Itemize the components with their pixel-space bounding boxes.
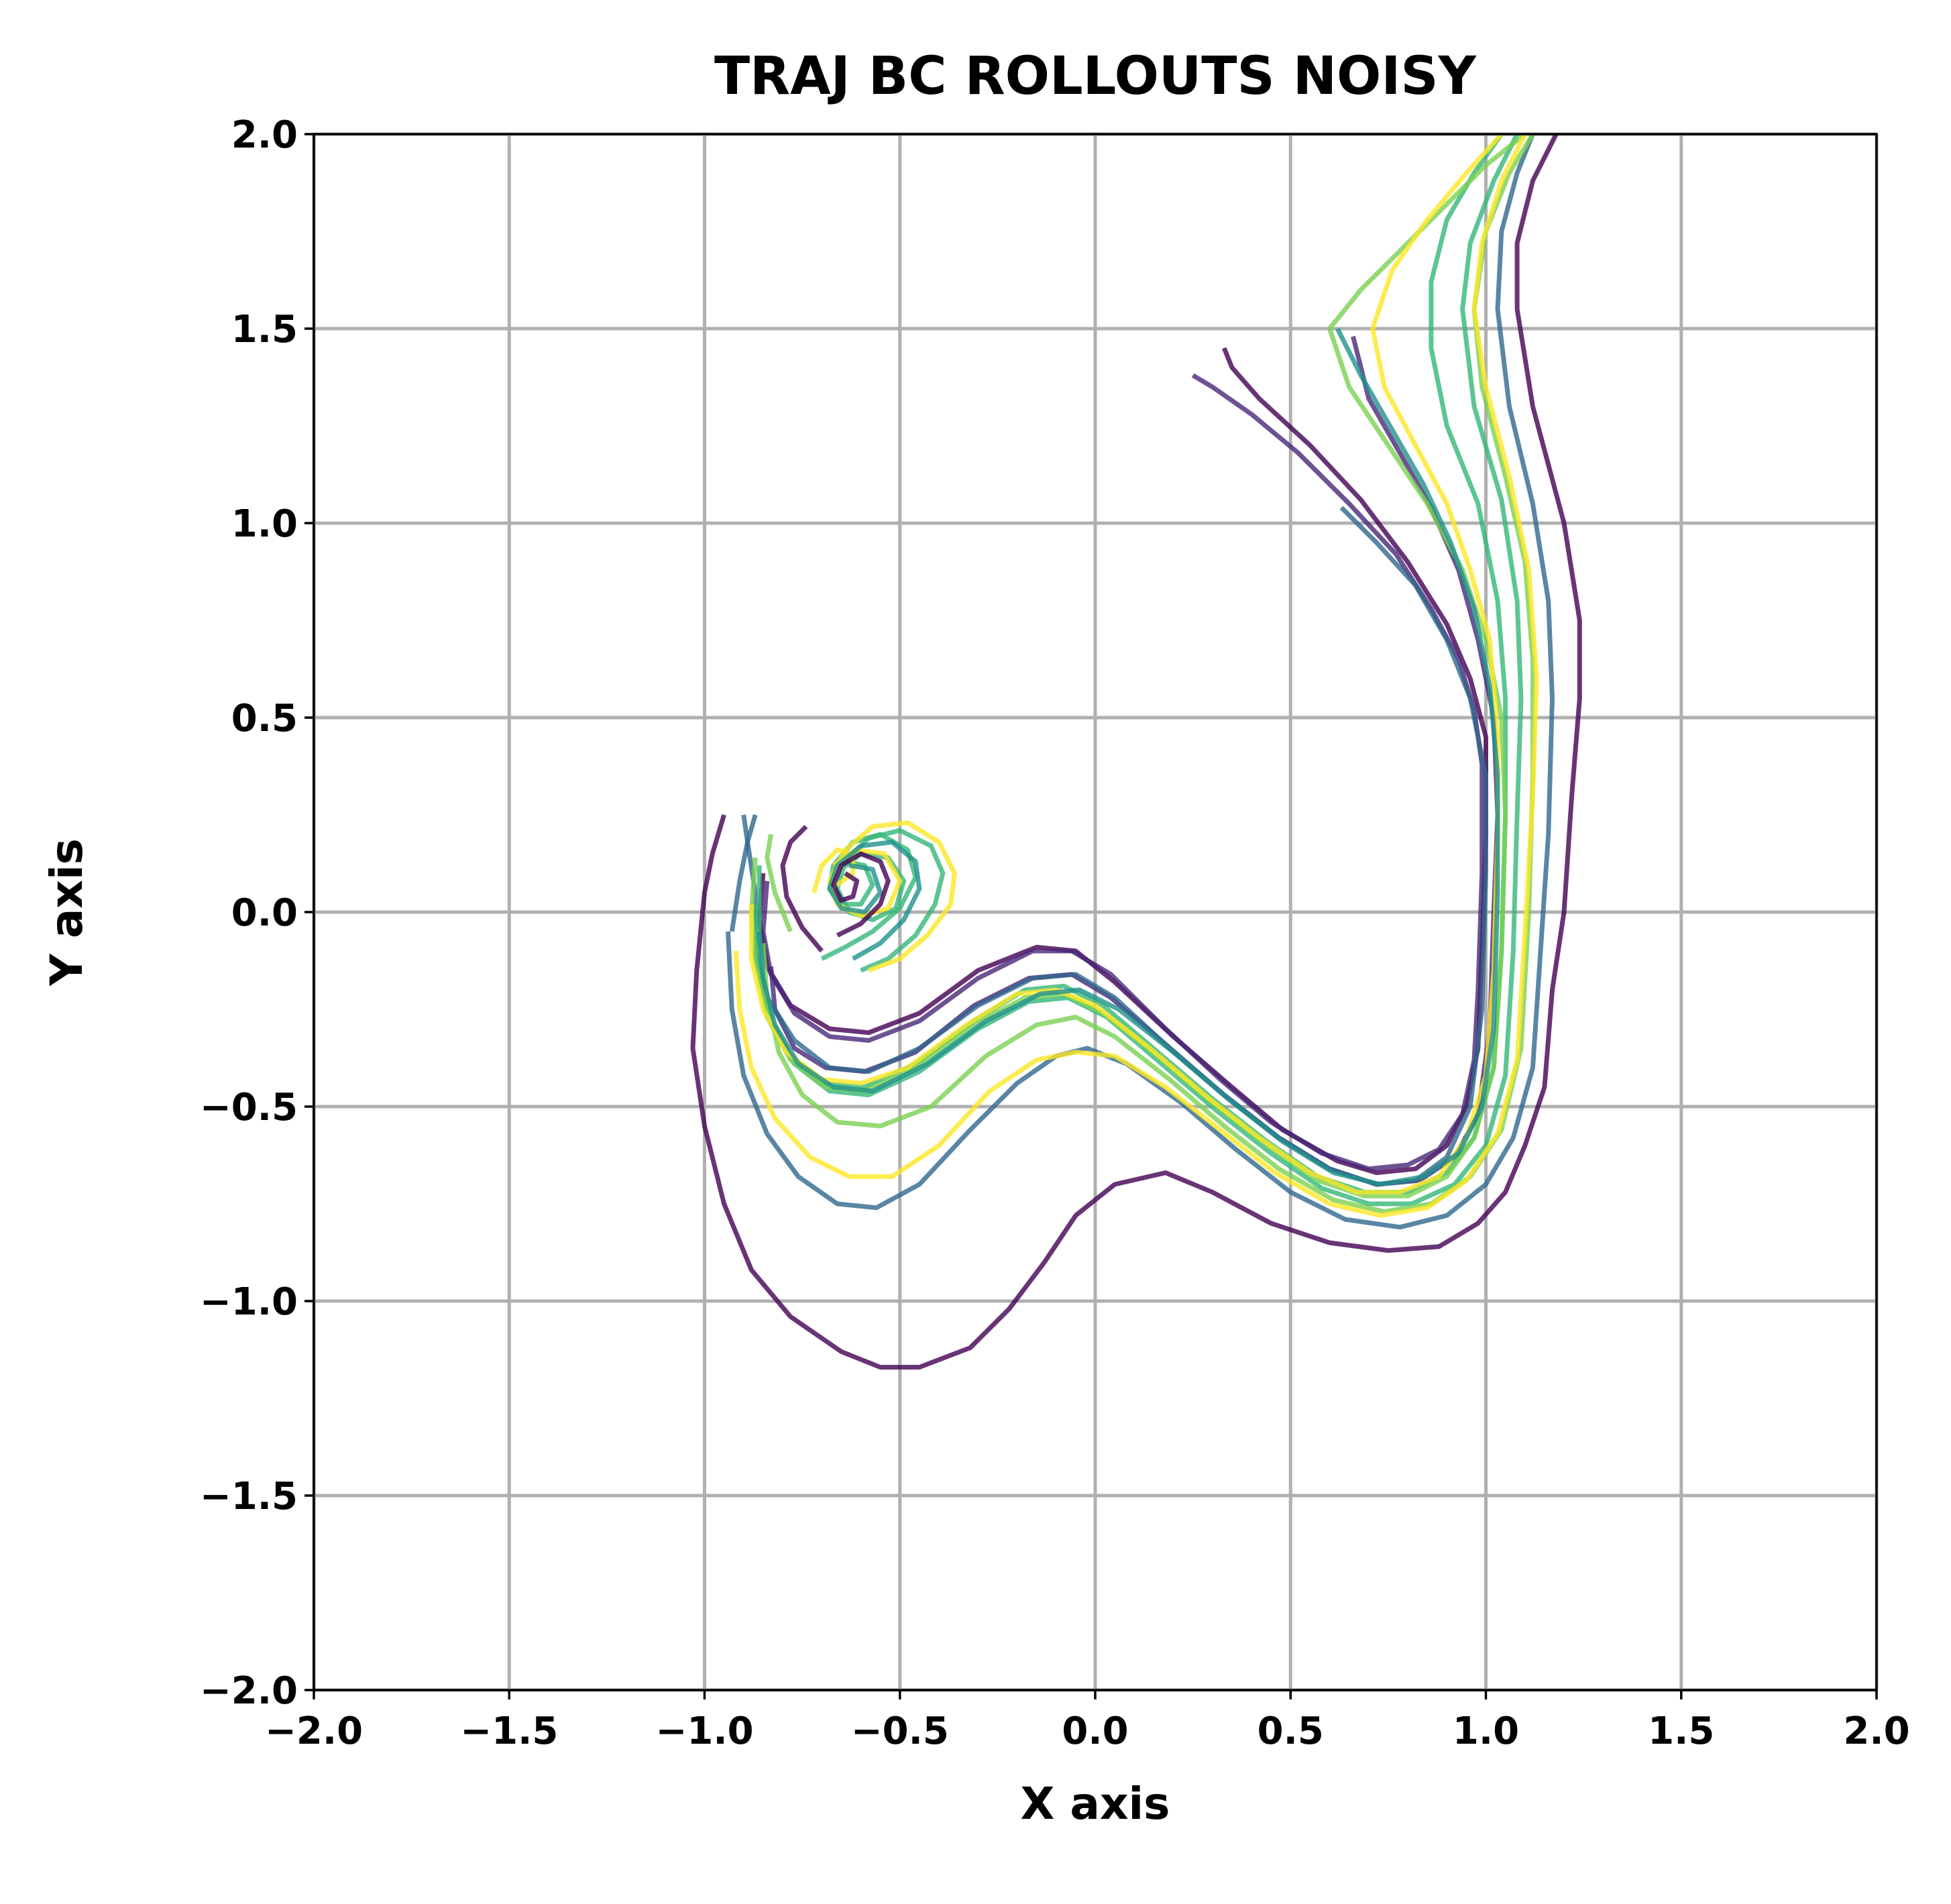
trajectory-series <box>690 132 1582 1370</box>
x-tick-label: −0.5 <box>851 1710 949 1753</box>
y-tick-label: 2.0 <box>231 113 298 157</box>
x-tick-label: −1.0 <box>655 1710 753 1753</box>
x-tick-label: 2.0 <box>1843 1710 1909 1753</box>
trajectory-line <box>780 824 824 953</box>
x-axis-label: X axis <box>1021 1778 1170 1830</box>
trajectory-line <box>690 133 1582 1370</box>
chart-title: TRAJ BC ROLLOUTS NOISY <box>714 46 1478 107</box>
y-tick-label: −0.5 <box>200 1086 298 1129</box>
trajectory-line <box>729 814 758 932</box>
trajectory-line <box>831 851 891 938</box>
axis-ticks: −2.0 −1.5 −1.0 −0.5 0.0 0.5 1.0 1.5 2.0 −2.0 −1.5 −… <box>200 113 1910 1753</box>
x-tick-label: 1.5 <box>1648 1710 1714 1753</box>
y-tick-label: 0.0 <box>231 891 298 935</box>
y-tick-label: 0.5 <box>231 697 298 740</box>
trajectory-line <box>757 133 1524 1207</box>
x-tick-label: −1.5 <box>460 1710 558 1753</box>
x-tick-label: 1.0 <box>1453 1710 1519 1753</box>
y-tick-label: −1.0 <box>200 1280 298 1324</box>
y-axis-label: Y axis <box>41 838 93 987</box>
trajectory-line <box>748 132 1504 1195</box>
x-tick-label: −2.0 <box>265 1710 363 1753</box>
trajectory-line <box>757 347 1488 1176</box>
trajectory-line <box>726 133 1555 1230</box>
trajectory-line <box>765 834 793 933</box>
trajectory-line <box>757 327 1500 1187</box>
y-tick-label: 1.0 <box>231 502 298 546</box>
x-tick-label: 0.0 <box>1062 1710 1128 1753</box>
trajectory-line <box>761 373 1485 1172</box>
trajectory-line <box>733 133 1539 1218</box>
trajectory-line <box>827 840 922 961</box>
y-tick-label: −2.0 <box>200 1669 298 1713</box>
y-tick-label: 1.5 <box>231 308 298 351</box>
x-tick-label: 0.5 <box>1258 1710 1324 1753</box>
y-tick-label: −1.5 <box>200 1475 298 1518</box>
trajectory-line <box>761 133 1535 1215</box>
